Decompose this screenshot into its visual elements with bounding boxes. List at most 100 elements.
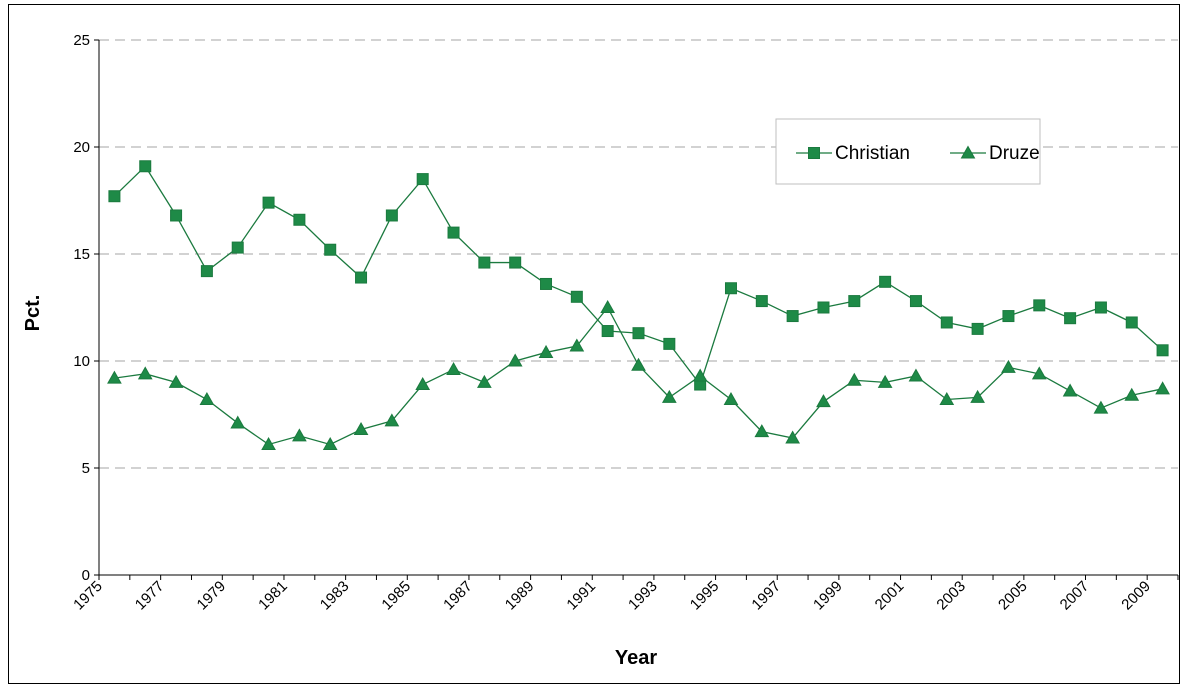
christian-point — [262, 196, 275, 209]
druze-point — [230, 415, 246, 429]
x-tick-label: 1989 — [502, 578, 538, 614]
x-tick-label: 1983 — [317, 578, 353, 614]
druze-point — [384, 413, 400, 427]
christian-point — [447, 226, 460, 239]
christian-point — [570, 290, 583, 303]
christian-point — [478, 256, 491, 269]
legend-label: Druze — [989, 143, 1040, 164]
druze-point — [322, 436, 338, 450]
druze-point — [168, 374, 184, 388]
druze-point — [754, 424, 770, 438]
christian-point — [817, 301, 830, 314]
legend-marker — [808, 147, 820, 159]
druze-point — [569, 338, 585, 352]
x-tick-label: 2005 — [995, 578, 1031, 614]
x-tick-label: 1979 — [194, 578, 230, 614]
x-tick-label: 1975 — [70, 578, 106, 614]
x-tick-label: 1997 — [748, 578, 784, 614]
x-tick-label: 2007 — [1057, 578, 1093, 614]
christian-point — [108, 190, 121, 203]
christian-point — [324, 243, 337, 256]
christian-point — [663, 337, 676, 350]
druze-point — [1124, 387, 1140, 401]
series-christian — [108, 160, 1169, 391]
druze-point — [816, 394, 831, 408]
christian-point — [786, 310, 799, 323]
christian-point — [848, 295, 861, 308]
christian-point — [1156, 344, 1169, 357]
christian-point — [1064, 312, 1077, 325]
y-tick-label: 0 — [82, 567, 90, 584]
druze-point — [1031, 366, 1047, 380]
druze-point — [785, 430, 800, 444]
christian-point — [1094, 301, 1107, 314]
druze-point — [1093, 400, 1109, 414]
druze-point — [1062, 383, 1078, 397]
series-layer — [107, 160, 1170, 450]
x-tick-label: 1995 — [687, 578, 723, 614]
christian-point — [724, 282, 737, 295]
christian-point — [540, 277, 553, 290]
druze-point — [908, 368, 924, 382]
druze-point — [970, 389, 985, 403]
druze-point — [661, 389, 677, 403]
x-tick-label: 1987 — [440, 578, 476, 614]
christian-point — [385, 209, 398, 222]
druze-point — [353, 421, 369, 435]
christian-point — [293, 213, 306, 226]
y-axis-title: Pct. — [22, 295, 44, 332]
druze-point — [877, 374, 893, 388]
x-tick-label: 1999 — [810, 578, 846, 614]
christian-point — [200, 265, 213, 278]
druze-point — [261, 436, 276, 450]
chart-frame: 0 5 10 15 20 25 1975 1977 1979 1981 1983 1985 1987 1… — [8, 4, 1180, 684]
christian-point — [971, 322, 984, 335]
druze-point — [631, 357, 646, 371]
christian-point — [1033, 299, 1046, 312]
christian-point — [231, 241, 244, 254]
y-tick-label: 10 — [73, 353, 90, 370]
legend-marker — [960, 145, 976, 159]
christian-point — [909, 295, 922, 308]
druze-point — [1155, 381, 1170, 395]
legend-label: Christian — [835, 143, 910, 164]
x-tick-label: 1977 — [132, 578, 168, 614]
christian-point — [416, 173, 429, 186]
druze-point — [846, 372, 862, 386]
druze-point — [723, 392, 739, 406]
druze-point — [939, 392, 955, 406]
druze-point — [415, 377, 431, 391]
druze-point — [692, 368, 708, 382]
christian-point — [632, 327, 645, 340]
christian-point — [601, 325, 614, 338]
druze-point — [600, 299, 616, 313]
christian-point — [139, 160, 152, 173]
druze-point — [477, 374, 492, 388]
x-tick-label: 2009 — [1118, 578, 1154, 614]
y-tick-label: 20 — [73, 139, 90, 156]
druze-point — [137, 366, 153, 380]
y-tick-labels: 0 5 10 15 20 25 — [73, 32, 90, 584]
christian-point — [940, 316, 953, 329]
christian-point — [170, 209, 183, 222]
christian-point — [879, 275, 892, 288]
christian-point — [355, 271, 368, 284]
legend-item-druze: Druze — [950, 143, 1040, 164]
druze-point — [107, 370, 122, 384]
druze-point — [538, 344, 554, 358]
christian-point — [1002, 310, 1015, 323]
christian-point — [509, 256, 522, 269]
x-tick-label: 2003 — [933, 578, 969, 614]
gridlines — [99, 39, 1178, 469]
druze-point — [1001, 359, 1016, 373]
axes — [94, 39, 1179, 580]
druze-point — [446, 362, 461, 376]
y-tick-label: 25 — [73, 32, 90, 49]
series-druze — [107, 299, 1170, 450]
x-tick-label: 1991 — [563, 578, 599, 614]
x-axis-title: Year — [615, 647, 657, 669]
christian-point — [1125, 316, 1138, 329]
y-tick-label: 5 — [82, 460, 90, 477]
x-tick-label: 1981 — [255, 578, 291, 614]
